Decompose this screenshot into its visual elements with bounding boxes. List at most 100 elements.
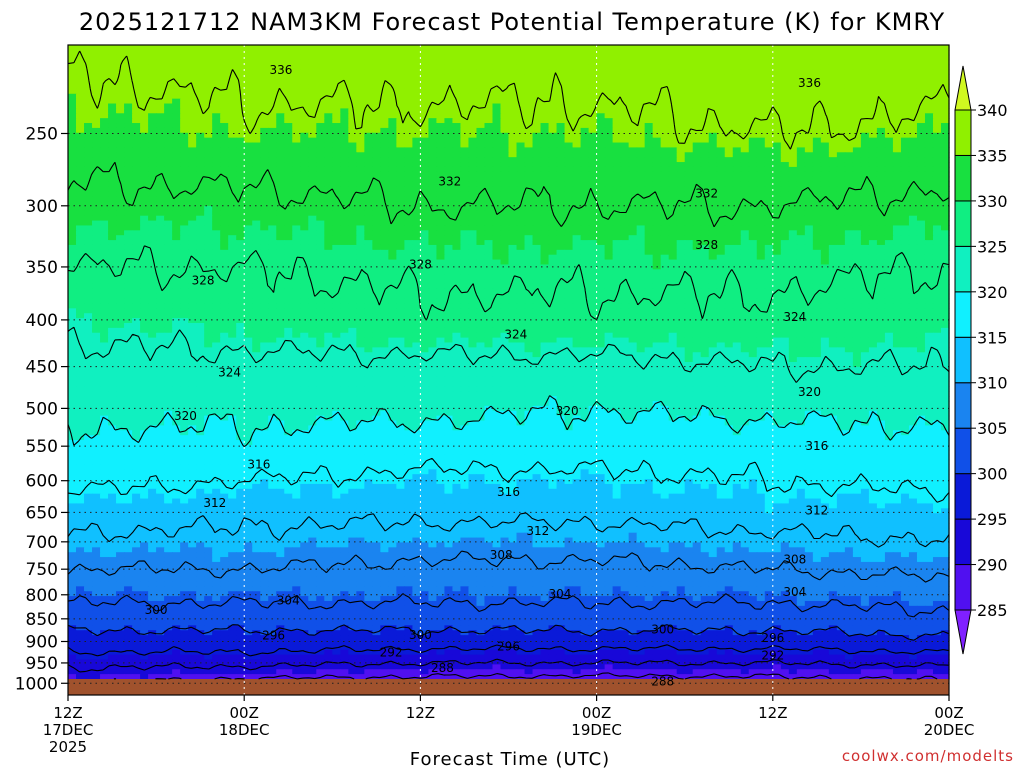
field-cell bbox=[164, 254, 173, 261]
field-cell bbox=[668, 191, 678, 197]
field-cell bbox=[492, 240, 502, 246]
field-cell bbox=[892, 103, 902, 109]
field-cell bbox=[260, 49, 269, 56]
field-cell bbox=[444, 49, 454, 56]
field-cell bbox=[828, 93, 838, 100]
field-cell bbox=[564, 235, 574, 241]
field-cell bbox=[468, 235, 478, 241]
field-cell bbox=[140, 123, 149, 129]
field-cell bbox=[412, 59, 421, 66]
field-cell bbox=[724, 171, 734, 178]
field-cell bbox=[740, 191, 750, 197]
field-cell bbox=[612, 127, 622, 134]
field-cell bbox=[484, 137, 494, 144]
field-cell bbox=[860, 166, 870, 173]
field-cell bbox=[404, 162, 413, 168]
field-cell bbox=[692, 108, 702, 114]
field-cell bbox=[660, 132, 670, 139]
field-cell bbox=[372, 205, 381, 212]
field-cell bbox=[572, 230, 582, 236]
field-cell bbox=[588, 93, 598, 100]
field-cell bbox=[132, 45, 141, 51]
field-cell bbox=[540, 59, 550, 66]
field-cell bbox=[892, 152, 902, 158]
field-cell bbox=[764, 84, 774, 90]
field-cell bbox=[908, 137, 918, 144]
field-cell bbox=[884, 137, 894, 144]
field-cell bbox=[132, 93, 141, 100]
field-cell bbox=[220, 118, 229, 124]
field-cell bbox=[188, 249, 197, 256]
field-cell bbox=[140, 84, 149, 90]
field-cell bbox=[428, 118, 438, 124]
field-cell bbox=[180, 244, 189, 251]
field-cell bbox=[836, 49, 846, 56]
field-cell bbox=[108, 113, 117, 119]
field-cell bbox=[396, 230, 405, 236]
field-cell bbox=[236, 205, 245, 212]
field-cell bbox=[476, 69, 486, 75]
field-cell bbox=[100, 74, 109, 80]
field-cell bbox=[844, 132, 854, 139]
field-cell bbox=[548, 108, 558, 114]
field-cell bbox=[76, 54, 85, 61]
field-cell bbox=[372, 166, 381, 173]
field-cell bbox=[276, 244, 285, 251]
field-cell bbox=[516, 54, 526, 61]
field-cell bbox=[868, 162, 878, 168]
field-cell bbox=[812, 93, 822, 100]
field-cell bbox=[852, 196, 862, 202]
field-cell bbox=[388, 249, 397, 256]
field-cell bbox=[540, 157, 550, 163]
field-cell bbox=[628, 210, 638, 217]
field-cell bbox=[156, 220, 165, 227]
field-cell bbox=[372, 157, 381, 163]
field-cell bbox=[412, 45, 421, 51]
field-cell bbox=[148, 249, 157, 256]
field-cell bbox=[148, 220, 157, 227]
field-cell bbox=[628, 123, 638, 129]
field-cell bbox=[180, 93, 189, 100]
field-cell bbox=[500, 74, 510, 80]
field-cell bbox=[684, 88, 694, 95]
field-cell bbox=[852, 235, 862, 241]
field-cell bbox=[652, 244, 662, 251]
field-cell bbox=[428, 259, 438, 266]
field-cell bbox=[636, 127, 646, 134]
field-cell bbox=[892, 225, 902, 231]
field-cell bbox=[284, 113, 293, 119]
field-cell bbox=[428, 244, 438, 251]
field-cell bbox=[380, 123, 389, 129]
field-cell bbox=[260, 113, 269, 119]
field-cell bbox=[228, 142, 237, 149]
field-cell bbox=[156, 166, 165, 173]
field-cell bbox=[820, 84, 830, 90]
field-cell bbox=[180, 69, 189, 75]
field-cell bbox=[340, 132, 349, 139]
field-cell bbox=[724, 196, 734, 202]
field-cell bbox=[380, 215, 389, 222]
field-cell bbox=[612, 186, 622, 192]
field-cell bbox=[308, 171, 317, 178]
field-cell bbox=[828, 235, 838, 241]
field-cell bbox=[652, 113, 662, 119]
field-cell bbox=[252, 235, 261, 241]
field-cell bbox=[876, 244, 886, 251]
field-cell bbox=[940, 113, 950, 119]
field-cell bbox=[652, 235, 662, 241]
field-cell bbox=[460, 88, 470, 95]
field-cell bbox=[740, 45, 750, 51]
field-cell bbox=[940, 132, 950, 139]
field-cell bbox=[244, 142, 253, 149]
field-cell bbox=[180, 181, 189, 188]
field-cell bbox=[820, 93, 830, 100]
field-cell bbox=[212, 181, 221, 188]
field-cell bbox=[564, 118, 574, 124]
field-cell bbox=[788, 127, 798, 134]
field-cell bbox=[268, 240, 277, 246]
field-cell bbox=[548, 166, 558, 173]
field-cell bbox=[228, 205, 237, 212]
field-cell bbox=[788, 103, 798, 109]
field-cell bbox=[884, 205, 894, 212]
field-cell bbox=[332, 54, 341, 61]
